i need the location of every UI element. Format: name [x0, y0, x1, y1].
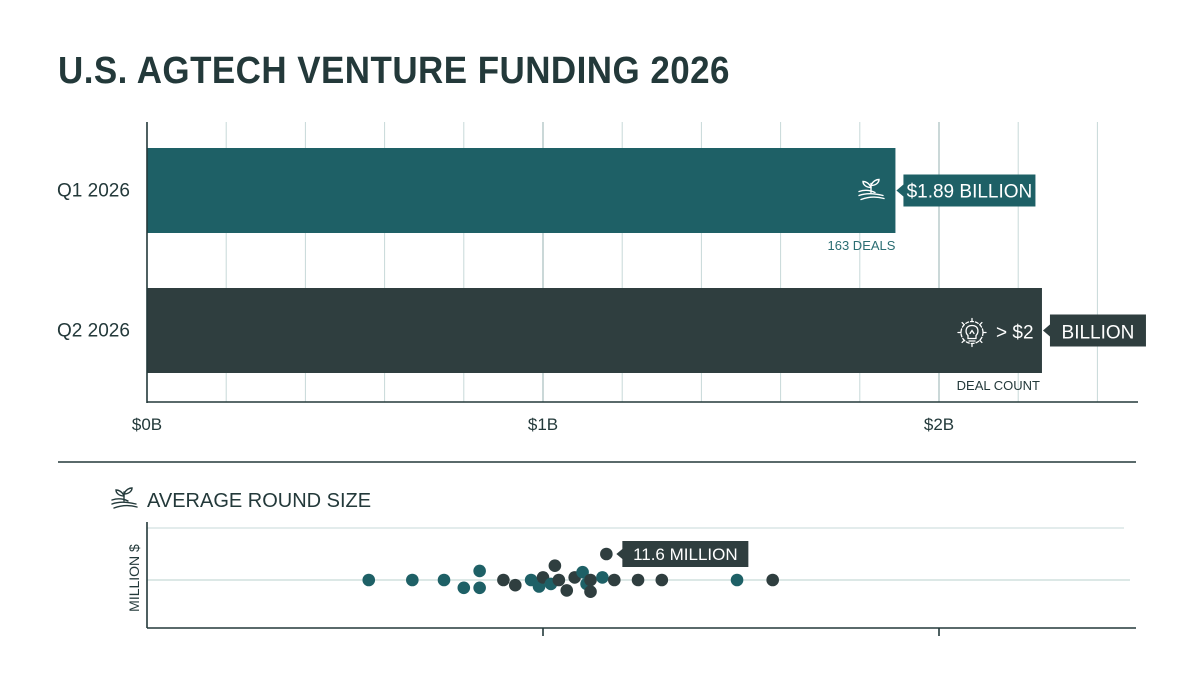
bar [147, 288, 1042, 373]
scatter-point [362, 573, 376, 587]
scatter-point [508, 578, 522, 592]
bar-chart-axis: $0B $1B $2B Q1 2026 Q2 2026 [57, 122, 1138, 434]
x-tick-label: $2B [924, 415, 954, 434]
annotation-label: 11.6 MILLION [633, 545, 738, 564]
scatter-point [584, 585, 597, 598]
value-prefix-label: > $2 [996, 323, 1034, 344]
scatter-point [473, 564, 486, 578]
scatter-point [576, 565, 589, 579]
scatter-point [552, 573, 566, 587]
scatter-chart: MILLION $ 11.6 MILLION [126, 522, 1136, 636]
scatter-header: AVERAGE ROUND SIZE [111, 487, 371, 512]
chart-title: U.S. AGTECH VENTURE FUNDING 2026 [58, 50, 730, 92]
y-axis-label: MILLION $ [126, 544, 142, 612]
sprout-field-icon [858, 178, 885, 201]
scatter-point [437, 573, 451, 587]
x-tick-label: $0B [132, 415, 162, 434]
scatter-point [584, 573, 597, 587]
scatter-title: AVERAGE ROUND SIZE [147, 490, 371, 512]
lightbulb-gear-icon [957, 317, 987, 348]
category-label: Q1 2026 [57, 181, 130, 202]
x-tick-label: $1B [528, 415, 558, 434]
deal-count-label: 163 DEALS [828, 238, 896, 253]
annotation-callout [616, 541, 749, 567]
bar [147, 148, 896, 233]
category-label: Q2 2026 [57, 321, 130, 342]
value-label: $1.89 BILLION [907, 182, 1033, 203]
scatter-point [631, 573, 645, 587]
deal-count-label: DEAL COUNT [957, 378, 1040, 393]
scatter-point [766, 573, 779, 587]
bar-chart-bars: $1.89 BILLION 163 DEALS > $2 BILLION DEAL CO… [147, 148, 1146, 393]
scatter-point [596, 571, 609, 584]
scatter-point [560, 584, 574, 597]
scatter-point [457, 581, 471, 595]
value-callout [1042, 314, 1146, 347]
scatter-point [730, 573, 744, 587]
scatter-point [600, 547, 613, 561]
scatter-point [406, 573, 419, 587]
value-label: BILLION [1062, 323, 1135, 344]
scatter-point [655, 573, 669, 587]
scatter-point [497, 573, 510, 587]
scatter-point [473, 581, 486, 595]
sprout-field-icon [111, 487, 138, 509]
scatter-point [607, 573, 621, 587]
value-callout [896, 174, 1036, 207]
scatter-point [548, 559, 562, 572]
